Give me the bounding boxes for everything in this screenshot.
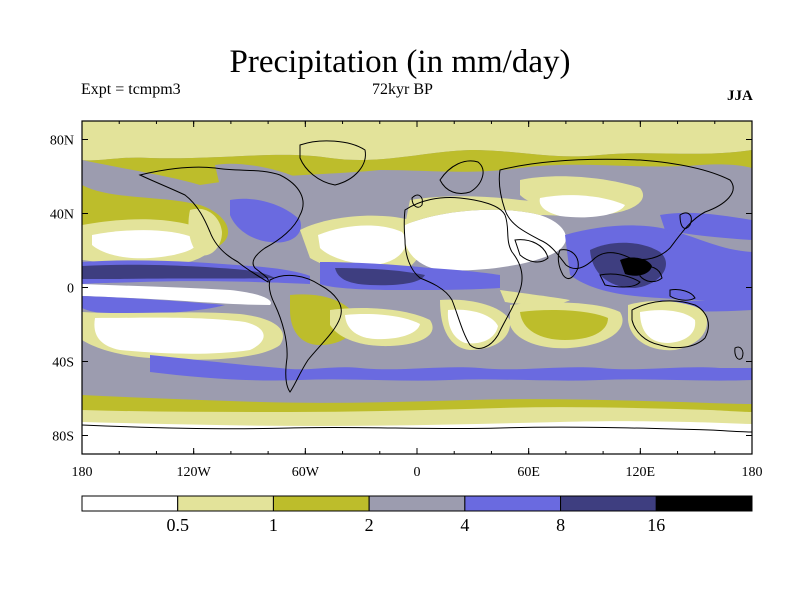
colorbar-swatch xyxy=(368,495,466,512)
colorbar-swatch xyxy=(177,495,274,512)
arabia-outline xyxy=(514,239,549,263)
field-natlantic-dry xyxy=(318,225,406,265)
coastlines xyxy=(82,140,752,433)
new-guinea-outline xyxy=(669,289,696,301)
longitude-axis: 180 120W 60W 0 60E 120E 180 xyxy=(72,121,763,480)
lat-label: 40N xyxy=(50,208,74,223)
new-zealand-outline xyxy=(734,346,744,360)
field-indian-light xyxy=(500,290,570,305)
lon-label: 120W xyxy=(177,465,212,480)
colorbar-label: 16 xyxy=(647,515,665,535)
field-arctic-light xyxy=(82,121,752,161)
colorbar-label: 8 xyxy=(556,515,565,535)
colorbar-swatch xyxy=(81,495,179,512)
borneo-outline xyxy=(639,265,663,283)
field-safrica-dry xyxy=(447,309,498,344)
australia-outline xyxy=(631,300,709,349)
figure-title: Precipitation (in mm/day) xyxy=(229,44,571,80)
field-antarctic-dry xyxy=(82,421,752,454)
colorbar-label: 2 xyxy=(365,515,374,535)
africa-europe-outline xyxy=(403,197,523,349)
field-casia-dry xyxy=(539,195,625,218)
sumatra-outline xyxy=(599,273,641,288)
colorbar-label: 0.5 xyxy=(166,515,189,535)
field-kuroshio xyxy=(660,212,752,240)
season-label: JJA xyxy=(727,88,753,104)
field-sh-itcz xyxy=(82,296,225,315)
asia-outline xyxy=(498,158,734,269)
field-monsoon-extreme xyxy=(620,257,652,276)
period-label: 72kyr BP xyxy=(372,81,433,98)
field-itcz-pacific-heavy xyxy=(82,264,275,279)
japan-outline xyxy=(679,212,692,229)
south-america-outline xyxy=(268,274,342,393)
field-npacific-dry xyxy=(92,230,198,259)
lat-label: 40S xyxy=(52,356,74,371)
scandinavia-outline xyxy=(439,160,484,194)
field-westus-dry xyxy=(188,208,222,256)
field-sepac-dry xyxy=(94,317,264,354)
lat-label: 80S xyxy=(52,430,74,445)
map-field xyxy=(82,121,752,454)
british-isles-outline xyxy=(411,194,423,208)
field-eqpac-dry xyxy=(82,284,271,305)
greenland-outline xyxy=(299,140,366,186)
india-outline xyxy=(557,249,579,279)
lon-label: 180 xyxy=(742,465,763,480)
lon-label: 0 xyxy=(414,465,421,480)
experiment-label: Expt = tcmpm3 xyxy=(81,81,181,98)
field-sahara-dry xyxy=(404,209,567,271)
latitude-axis: 80N 40N 0 40S 80S xyxy=(50,134,752,445)
colorbar-swatch xyxy=(655,495,753,512)
field-satlantic-dry xyxy=(345,314,420,340)
antarctica-outline xyxy=(82,424,752,433)
field-australia-dry xyxy=(640,310,696,343)
lat-label: 0 xyxy=(67,282,74,297)
lat-label: 80N xyxy=(50,134,74,149)
colorbar: 0.5 1 2 4 8 16 xyxy=(81,495,753,535)
north-america-outline xyxy=(138,166,304,283)
lon-label: 120E xyxy=(626,465,656,480)
colorbar-swatch xyxy=(560,495,657,512)
lon-label: 60W xyxy=(292,465,320,480)
field-sh-stormtrack xyxy=(150,355,752,381)
field-eastus-wet xyxy=(230,198,301,243)
lon-label: 180 xyxy=(72,465,93,480)
colorbar-swatch xyxy=(464,495,562,512)
colorbar-label: 1 xyxy=(269,515,278,535)
colorbar-label: 4 xyxy=(460,515,469,535)
field-itcz-atlantic-heavy xyxy=(335,268,425,286)
colorbar-swatch xyxy=(272,495,370,512)
field-sindian-olive xyxy=(520,310,608,340)
lon-label: 60E xyxy=(517,465,540,480)
